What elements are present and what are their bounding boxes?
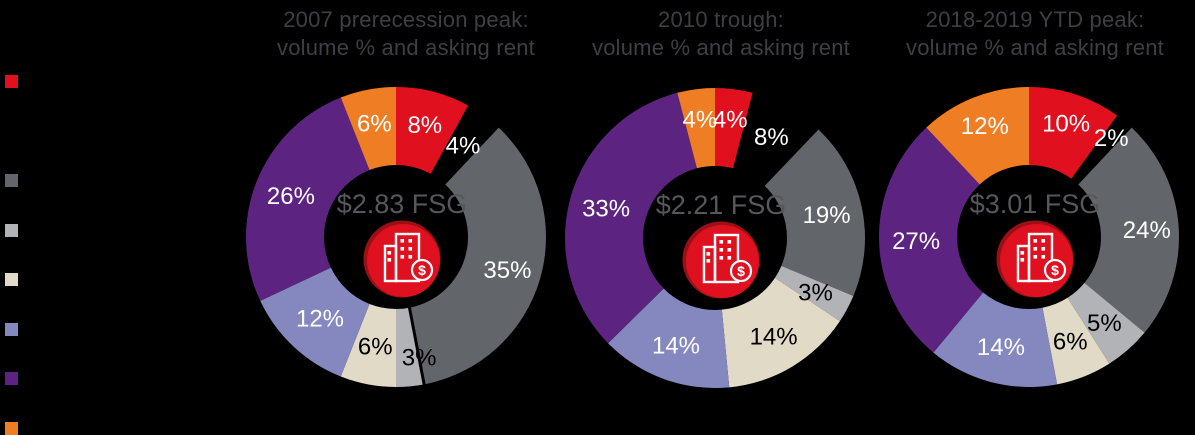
donut-slice [764, 129, 865, 296]
building-windows [1020, 239, 1046, 262]
slice-label: 4% [446, 132, 481, 159]
slice-label: 14% [977, 334, 1025, 361]
donut-slice [1042, 297, 1110, 385]
center-value-label: $3.01 FSG [970, 189, 1101, 219]
slice-label: 24% [1123, 217, 1171, 244]
donut-slice [677, 88, 715, 169]
dollar-sign: $ [737, 263, 745, 279]
slice-label: 3% [402, 344, 437, 371]
donut-slice [733, 92, 819, 186]
dollar-sign: $ [418, 262, 426, 278]
slice-label: 4% [682, 107, 717, 134]
slice-label: 14% [750, 323, 798, 350]
dollar-coin-icon [410, 258, 434, 282]
legend-swatch [5, 125, 18, 138]
donut-slice [608, 288, 730, 388]
legend-swatch [5, 224, 18, 237]
slice-divider-line [406, 299, 426, 387]
slice-label: 26% [267, 183, 315, 210]
center-value-label: $2.21 FSG [656, 190, 787, 220]
donut-slice [1078, 127, 1180, 333]
chart-title-line1: 2010 trough: [658, 7, 784, 32]
dollar-coin-icon [1043, 258, 1067, 282]
dollar-sign: $ [1051, 262, 1059, 278]
slice-label: 8% [407, 112, 442, 139]
slice-label: 6% [357, 111, 392, 138]
donut-slice [715, 88, 753, 169]
legend-swatch [5, 75, 18, 88]
slice-label: 3% [798, 279, 833, 306]
legend-swatch [5, 174, 18, 187]
slice-label: 12% [961, 113, 1009, 140]
donut-slice [396, 307, 425, 387]
slice-label: 19% [803, 202, 851, 229]
donut-slice [430, 105, 499, 185]
donut-slice [340, 87, 396, 171]
chart-title-line1: 2007 prerecession peak: [283, 7, 529, 32]
slice-label: 8% [754, 124, 789, 151]
donut-slice [1067, 282, 1145, 364]
chart-title-line2: volume % and asking rent [277, 35, 535, 60]
donut-slice [721, 277, 840, 388]
slice-label: 2% [1094, 125, 1129, 152]
buildings-dollar-icon: $ [363, 220, 441, 298]
donut-slice [1071, 115, 1132, 185]
dollar-coin-icon [729, 259, 753, 283]
legend-swatch [5, 273, 18, 286]
donut-slice [933, 292, 1058, 387]
donut-slice [396, 86, 469, 174]
buildings-icon [1016, 232, 1054, 283]
chart-title-2007: 2007 prerecession peak: volume % and ask… [236, 6, 576, 62]
donut-slice [565, 92, 697, 344]
building-windows [706, 240, 732, 263]
chart-title-line1: 2018-2019 YTD peak: [925, 7, 1145, 32]
donut-slice [878, 127, 984, 353]
buildings-icon [383, 232, 421, 283]
chart-title-line2: volume % and asking rent [906, 35, 1164, 60]
center-value-label: $2.83 FSG [337, 189, 468, 219]
slice-label: 12% [296, 305, 344, 332]
slice-label: 10% [1042, 110, 1090, 137]
chart-title-2010: 2010 trough: volume % and asking rent [551, 6, 891, 62]
donut-chart-2: 4%8%19%3%14%14%33%4%$2.21 FSG$ [565, 88, 865, 388]
donut-slice [1029, 87, 1118, 179]
legend [0, 0, 30, 435]
slice-label: 6% [1053, 329, 1088, 356]
chart-title-2018: 2018-2019 YTD peak: volume % and asking … [865, 6, 1195, 62]
donut-slice [774, 265, 854, 322]
chart-title-line2: volume % and asking rent [592, 35, 850, 60]
buildings-dollar-icon: $ [996, 220, 1074, 298]
slice-label: 6% [358, 334, 393, 361]
legend-swatch [5, 422, 18, 435]
legend-swatch [5, 323, 18, 336]
slice-label: 4% [713, 107, 748, 134]
slice-label: 35% [483, 257, 531, 284]
slice-label: 27% [892, 228, 940, 255]
slice-label: 33% [582, 195, 630, 222]
slice-label: 14% [652, 333, 700, 360]
donut-slice [260, 267, 370, 377]
donut-slice [246, 97, 370, 301]
donut-slice [340, 303, 396, 387]
buildings-icon [702, 233, 740, 284]
donut-slice [409, 127, 547, 385]
building-windows [387, 239, 413, 262]
donut-slice [926, 87, 1029, 185]
buildings-dollar-icon: $ [682, 221, 760, 299]
legend-swatch [5, 372, 18, 385]
donut-chart-1: 8%4% 35% 3% 6% 12% 26% 6% $2.83 FSG $ [246, 86, 547, 387]
donut-chart-3: 10%2% 24% 5%6% 14% 27% 12% $3.01 FSG $ [878, 87, 1180, 387]
slice-label: 5% [1087, 310, 1122, 337]
